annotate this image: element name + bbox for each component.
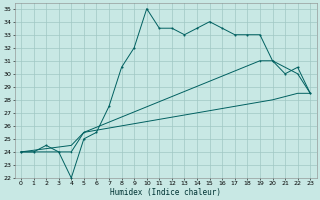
X-axis label: Humidex (Indice chaleur): Humidex (Indice chaleur)	[110, 188, 221, 197]
